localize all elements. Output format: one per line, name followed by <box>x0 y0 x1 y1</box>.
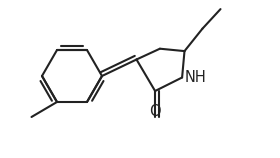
Text: NH: NH <box>185 70 207 85</box>
Text: O: O <box>149 103 161 118</box>
